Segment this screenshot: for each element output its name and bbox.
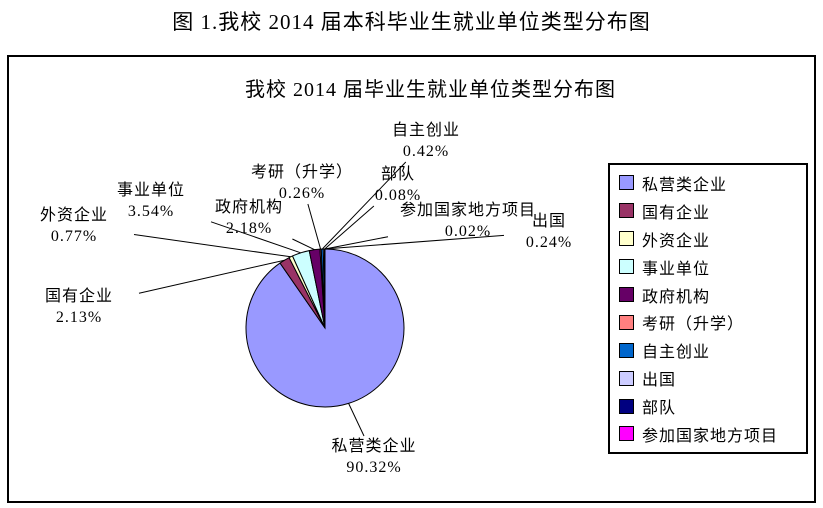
pie-label-value: 0.77% [50, 228, 98, 245]
pie-label: 事业单位 3.54% [91, 180, 211, 222]
pie-label: 考研（升学） 0.26% [237, 162, 367, 204]
legend-swatch [619, 203, 634, 219]
legend-swatch [619, 426, 634, 442]
legend-swatch [619, 175, 634, 191]
legend-swatch [619, 370, 634, 386]
pie-label-value: 0.24% [525, 234, 573, 251]
pie-label-name: 部队 [380, 166, 415, 183]
legend-item: 外资企业 [610, 227, 806, 251]
legend-item: 国有企业 [610, 199, 806, 223]
pie-label-name: 自主创业 [391, 122, 460, 139]
pie-label-value: 0.08% [374, 187, 422, 204]
pie-label-leader-line [348, 403, 365, 437]
legend-label: 国有企业 [642, 204, 711, 222]
pie-label-leader-line [133, 234, 291, 258]
pie-label-name: 事业单位 [116, 182, 185, 199]
pie-label-value: 90.32% [346, 459, 402, 476]
chart-title: 我校 2014 届毕业生就业单位类型分布图 [245, 79, 616, 101]
pie-label-name: 外资企业 [39, 207, 108, 224]
chart-area: 我校 2014 届毕业生就业单位类型分布图 私营类企业 90.32% 国有企业 2.1… [7, 55, 816, 503]
pie-label-leader-line [307, 203, 322, 250]
pie-label-name: 国有企业 [44, 288, 113, 305]
legend-label: 自主创业 [642, 344, 711, 362]
legend-label: 外资企业 [642, 232, 711, 250]
pie-label-leader-line [323, 234, 505, 250]
figure-caption: 图 1.我校 2014 届本科毕业生就业单位类型分布图 [172, 10, 651, 34]
legend-item: 考研（升学） [610, 310, 806, 334]
pie-label: 外资企业 0.77% [14, 205, 134, 247]
legend-item: 参加国家地方项目 [610, 422, 806, 446]
legend-swatch [619, 314, 634, 330]
legend-label: 考研（升学） [642, 316, 745, 334]
legend-item: 政府机构 [610, 283, 806, 307]
pie-label-leader-line [138, 259, 285, 294]
pie-label: 私营类企业 90.32% [302, 436, 446, 478]
legend-label: 政府机构 [642, 288, 711, 306]
legend-item: 出国 [610, 366, 806, 390]
pie-label: 出国 0.24% [504, 211, 594, 253]
pie-label: 国有企业 2.13% [19, 286, 139, 328]
pie-label: 参加国家地方项目 0.02% [388, 200, 548, 242]
pie-label: 政府机构 2.18% [189, 197, 309, 239]
pie-label-value: 0.02% [444, 223, 492, 240]
legend-item: 部队 [610, 394, 806, 418]
pie-label-name: 参加国家地方项目 [399, 202, 536, 219]
legend-item: 事业单位 [610, 255, 806, 279]
pie-label-name: 考研（升学） [250, 164, 353, 181]
pie-label-leader-line [324, 236, 389, 250]
pie-label-name: 私营类企业 [331, 438, 417, 455]
pie-label-value: 2.18% [225, 220, 273, 237]
legend-label: 出国 [642, 372, 677, 390]
pie-label-leader-line [324, 205, 375, 250]
legend-swatch [619, 231, 634, 247]
pie-label-leader-line [210, 221, 301, 254]
pie-label-leader-line [321, 161, 407, 250]
legend-label: 部队 [642, 400, 677, 418]
legend-label: 事业单位 [642, 260, 711, 278]
legend-swatch [619, 259, 634, 275]
legend-box: 私营类企业国有企业外资企业事业单位政府机构考研（升学） 自主创业出国部队参加国家地… [608, 163, 808, 454]
legend-item: 私营类企业 [610, 171, 806, 195]
legend-item: 自主创业 [610, 338, 806, 362]
legend-label: 私营类企业 [642, 176, 728, 194]
pie-label-value: 3.54% [127, 203, 175, 220]
legend-swatch [619, 342, 634, 358]
pie-label: 自主创业 0.42% [361, 120, 491, 162]
pie-chart [133, 161, 505, 437]
pie-label-value: 2.13% [55, 309, 103, 326]
pie-label-value: 0.42% [402, 143, 450, 160]
pie-label-name: 出国 [531, 213, 566, 230]
pie-label-value: 0.26% [278, 185, 326, 202]
legend-label: 参加国家地方项目 [642, 427, 779, 445]
pie-label-name: 政府机构 [214, 199, 283, 216]
legend-swatch [619, 398, 634, 414]
pie-label-leader-line [292, 238, 315, 251]
pie-label: 部队 0.08% [338, 164, 458, 206]
legend-swatch [619, 287, 634, 302]
